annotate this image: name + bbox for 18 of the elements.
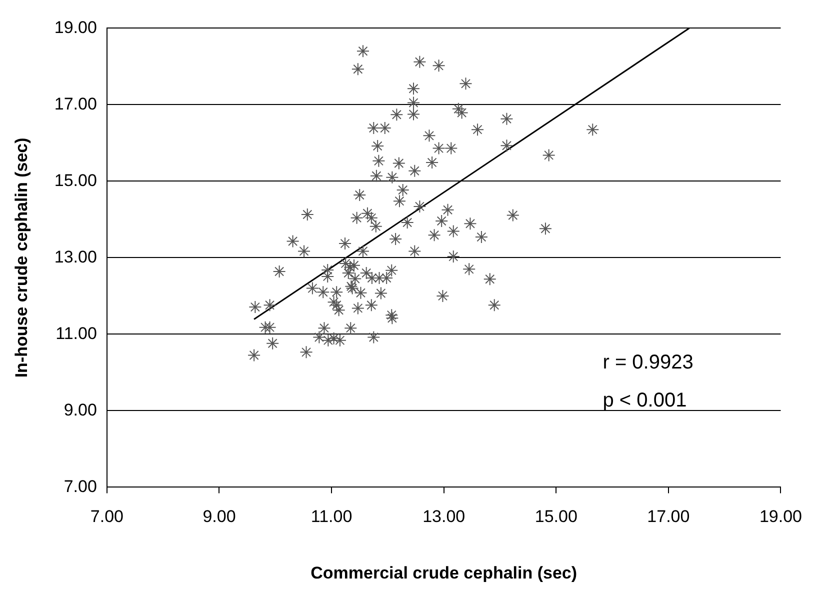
x-tick-label: 7.00 [90,507,124,526]
x-tick-label: 9.00 [202,507,236,526]
x-tick-label: 19.00 [759,507,802,526]
y-tick-label: 9.00 [64,400,97,420]
y-tick-label: 13.00 [54,247,97,266]
y-tick-label: 15.00 [54,170,97,190]
y-tick-label: 17.00 [54,94,97,114]
x-tick-label: 15.00 [534,507,578,526]
y-tick-label: 7.00 [64,476,97,496]
y-axis-title: In-house crude cephalin (sec) [12,138,31,378]
x-tick-label: 17.00 [647,507,690,526]
annotation: r = 0.9923 [602,352,694,374]
x-tick-label: 11.00 [310,507,352,526]
x-tick-label: 13.00 [422,507,466,526]
x-axis-title: Commercial crude cephalin (sec) [310,563,578,582]
y-tick-label: 11.00 [56,324,97,343]
y-tick-label: 19.00 [54,18,97,37]
annotation: p < 0.001 [602,390,687,412]
